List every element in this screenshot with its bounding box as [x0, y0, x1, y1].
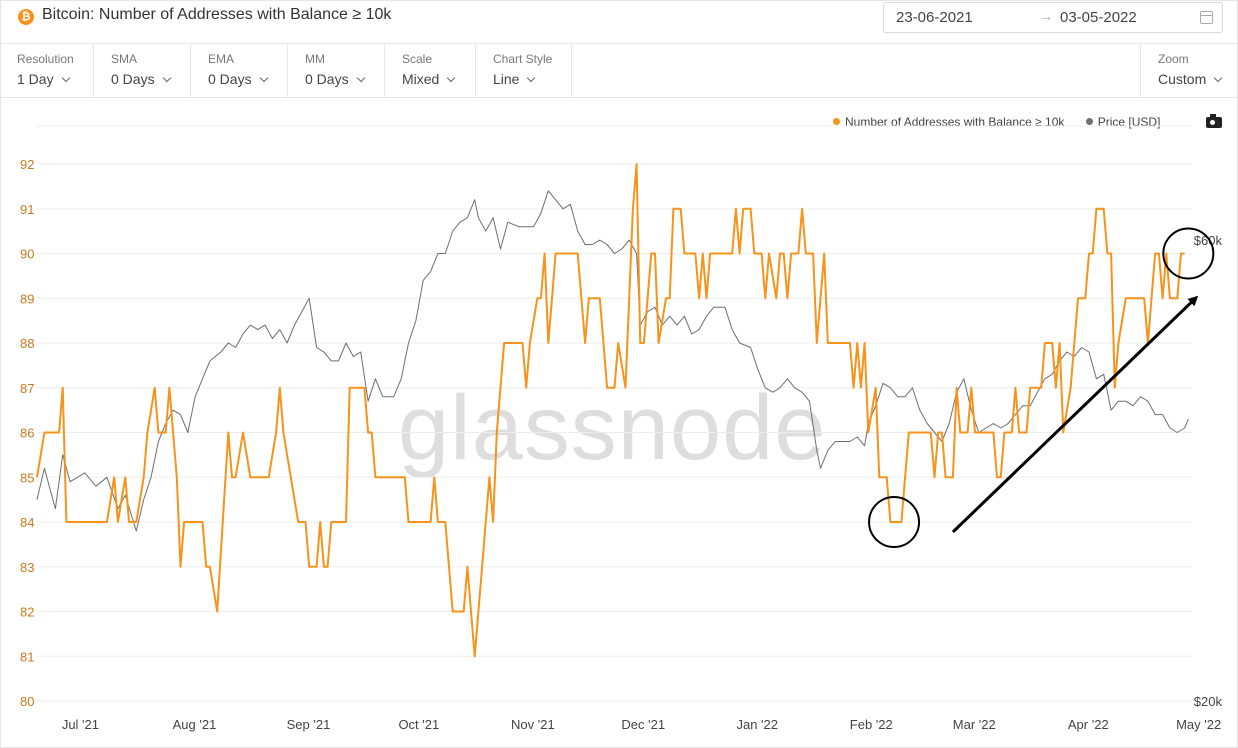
series-line-addresses [36, 163, 1185, 658]
camera-icon[interactable] [1206, 114, 1222, 128]
x-tick-label: May '22 [1176, 717, 1221, 732]
y-tick-label: 86 [20, 426, 34, 441]
y-tick-label: 82 [20, 605, 34, 620]
y-axis-right: $20k $60k [1194, 233, 1223, 709]
y-right-tick-label: $60k [1194, 233, 1223, 248]
grid-lines [37, 125, 1192, 702]
zoom-label: Zoom [1158, 52, 1189, 66]
resolution-label: Resolution [17, 52, 74, 66]
x-tick-label: Apr '22 [1068, 717, 1109, 732]
series-line-price [36, 190, 1189, 532]
chart-title: Bitcoin: Number of Addresses with Balanc… [42, 6, 392, 23]
y-tick-label: 84 [20, 515, 34, 530]
y-tick-label: 83 [20, 560, 34, 575]
x-tick-label: Nov '21 [511, 717, 555, 732]
x-tick-label: Sep '21 [287, 717, 331, 732]
annotation-circle [868, 496, 921, 548]
annotations [868, 227, 1215, 548]
x-tick-label: Feb '22 [850, 717, 893, 732]
bitcoin-icon: ₿ [18, 9, 34, 25]
y-tick-label: 87 [20, 381, 34, 396]
y-tick-label: 92 [20, 157, 34, 172]
annotation-circle [1162, 227, 1215, 280]
zoom-dropdown[interactable]: Zoom Custom [1140, 44, 1238, 98]
resolution-dropdown[interactable]: Resolution 1 Day [0, 44, 94, 98]
chart-style-dropdown[interactable]: Chart Style Line [476, 44, 572, 98]
y-tick-label: 88 [20, 336, 34, 351]
mm-dropdown[interactable]: MM 0 Days [288, 44, 385, 98]
scale-value[interactable]: Mixed [402, 71, 456, 87]
watermark: glassnode [398, 377, 827, 479]
zoom-value[interactable]: Custom [1158, 71, 1223, 87]
x-tick-label: Oct '21 [398, 717, 439, 732]
mm-label: MM [305, 52, 325, 66]
y-tick-label: 91 [20, 202, 34, 217]
y-tick-label: 90 [20, 247, 34, 262]
ema-dropdown[interactable]: EMA 0 Days [191, 44, 288, 98]
chart-style-label: Chart Style [493, 52, 553, 66]
x-tick-label: Jan '22 [736, 717, 778, 732]
chart-toolbar: Resolution 1 Day SMA 0 Days EMA 0 Days M… [0, 44, 1238, 98]
annotation-arrow [951, 295, 1199, 534]
y-tick-label: 89 [20, 291, 34, 306]
arrow-right-icon: → [1039, 8, 1053, 24]
x-tick-label: Aug '21 [173, 717, 217, 732]
y-axis-left: 80 81 82 83 84 85 86 87 88 89 90 91 92 [20, 157, 34, 709]
x-axis: Jul '21 Aug '21 Sep '21 Oct '21 Nov '21 Dec '… [62, 717, 1221, 732]
scale-dropdown[interactable]: Scale Mixed [385, 44, 476, 98]
sma-dropdown[interactable]: SMA 0 Days [94, 44, 191, 98]
y-tick-label: 85 [20, 470, 34, 485]
y-right-tick-label: $20k [1194, 694, 1223, 709]
ema-label: EMA [208, 52, 235, 66]
x-tick-label: Dec '21 [621, 717, 665, 732]
legend-swatch [1085, 118, 1093, 125]
legend-swatch [833, 118, 840, 125]
ema-value[interactable]: 0 Days [208, 71, 268, 87]
resolution-value[interactable]: 1 Day [17, 71, 70, 87]
y-tick-label: 81 [20, 649, 34, 664]
mm-value[interactable]: 0 Days [305, 71, 365, 87]
date-to-input[interactable]: 03-05-2022 [1060, 9, 1137, 26]
x-tick-label: Jul '21 [62, 717, 99, 732]
chart-style-value[interactable]: Line [493, 71, 536, 87]
sma-value[interactable]: 0 Days [111, 71, 171, 87]
chart-header: ₿ Bitcoin: Number of Addresses with Bala… [0, 0, 1238, 44]
date-from-input[interactable]: 23-06-2021 [896, 9, 973, 26]
y-tick-label: 80 [20, 694, 34, 709]
x-tick-label: Mar '22 [953, 717, 996, 732]
sma-label: SMA [111, 52, 138, 66]
calendar-icon[interactable] [1200, 11, 1213, 24]
series-lines [36, 163, 1189, 658]
scale-label: Scale [402, 52, 433, 66]
date-range-picker[interactable]: 23-06-2021 → 03-05-2022 [883, 2, 1223, 33]
